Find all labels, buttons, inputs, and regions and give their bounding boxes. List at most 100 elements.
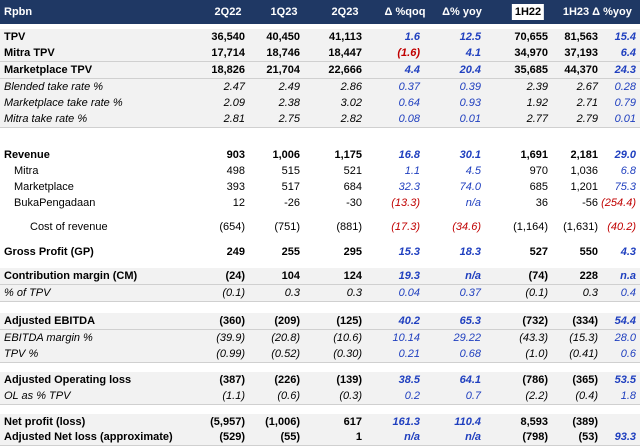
delta-cell: 0.64 xyxy=(398,97,420,109)
value-cell: 617 xyxy=(343,416,362,428)
value-cell: 18,826 xyxy=(211,64,245,76)
value-cell: (0.99) xyxy=(216,348,245,360)
row-label: EBITDA margin % xyxy=(4,332,93,344)
value-cell: 1,691 xyxy=(520,149,548,161)
value-cell: (360) xyxy=(219,315,245,327)
value-cell: 498 xyxy=(226,165,245,177)
delta-cell: n/a xyxy=(465,431,481,443)
delta-cell: 0.68 xyxy=(459,348,481,360)
value-cell: 2.39 xyxy=(526,81,548,93)
delta-cell: 6.4 xyxy=(620,47,636,59)
row-band xyxy=(0,268,640,285)
value-cell: (751) xyxy=(274,221,300,233)
value-cell: 37,193 xyxy=(564,47,598,59)
value-cell: (226) xyxy=(274,374,300,386)
value-cell: (10.6) xyxy=(333,332,362,344)
value-cell: 2.49 xyxy=(278,81,300,93)
delta-cell: 161.3 xyxy=(392,416,420,428)
delta-cell: 0.39 xyxy=(459,81,481,93)
value-cell: 2.77 xyxy=(526,113,548,125)
header-cell: 2Q22 xyxy=(214,6,242,18)
value-cell: (24) xyxy=(225,270,245,282)
delta-cell: n/a xyxy=(465,270,481,282)
value-cell: 0.3 xyxy=(346,287,362,299)
header-cell: Δ% yoy xyxy=(442,6,482,18)
value-cell: (5,957) xyxy=(210,416,245,428)
value-cell: (654) xyxy=(219,221,245,233)
delta-cell: 1.8 xyxy=(620,390,636,402)
value-cell: 3.02 xyxy=(340,97,362,109)
row-label: Cost of revenue xyxy=(30,221,108,233)
delta-cell: 4.5 xyxy=(465,165,481,177)
value-cell: (20.8) xyxy=(271,332,300,344)
delta-cell: 0.01 xyxy=(614,113,636,125)
value-cell: (43.3) xyxy=(519,332,548,344)
value-cell: (0.30) xyxy=(333,348,362,360)
row-band xyxy=(0,388,640,405)
value-cell: (0.52) xyxy=(271,348,300,360)
delta-cell: 15.4 xyxy=(614,31,636,43)
value-cell: (1,164) xyxy=(513,221,548,233)
value-cell: (365) xyxy=(572,374,598,386)
delta-cell: (1.6) xyxy=(397,47,420,59)
value-cell: -30 xyxy=(346,197,362,209)
delta-cell: (17.3) xyxy=(391,221,420,233)
delta-cell: (40.2) xyxy=(607,221,636,233)
value-cell: 228 xyxy=(579,270,598,282)
row-label: Mitra TPV xyxy=(4,47,55,59)
value-cell: 70,655 xyxy=(514,31,548,43)
value-cell: (1.1) xyxy=(222,390,245,402)
row-label: Revenue xyxy=(4,149,50,161)
value-cell: 17,714 xyxy=(211,47,245,59)
delta-cell: 0.4 xyxy=(620,287,636,299)
value-cell: 0.3 xyxy=(284,287,300,299)
delta-cell: 10.14 xyxy=(392,332,420,344)
value-cell: (389) xyxy=(572,416,598,428)
value-cell: 517 xyxy=(281,181,300,193)
value-cell: 550 xyxy=(579,246,598,258)
delta-cell: 74.0 xyxy=(459,181,481,193)
value-cell: (0.1) xyxy=(222,287,245,299)
value-cell: 249 xyxy=(226,246,245,258)
delta-cell: 0.21 xyxy=(398,348,420,360)
delta-cell: 93.3 xyxy=(614,431,636,443)
value-cell: (0.41) xyxy=(569,348,598,360)
value-cell: (0.3) xyxy=(339,390,362,402)
value-cell: 21,704 xyxy=(266,64,300,76)
value-cell: (786) xyxy=(522,374,548,386)
row-label: Adjusted Net loss (approximate) xyxy=(4,431,173,443)
header-cell: 2Q23 xyxy=(331,6,359,18)
value-cell: 18,746 xyxy=(266,47,300,59)
value-cell: 12 xyxy=(232,197,245,209)
value-cell: 2.38 xyxy=(278,97,300,109)
value-cell: 255 xyxy=(281,246,300,258)
delta-cell: 0.28 xyxy=(614,81,636,93)
row-label: Adjusted EBITDA xyxy=(4,315,96,327)
delta-cell: 1.6 xyxy=(404,31,420,43)
delta-cell: 4.1 xyxy=(465,47,481,59)
value-cell: (0.6) xyxy=(277,390,300,402)
row-label: Marketplace TPV xyxy=(4,64,93,76)
value-cell: 34,970 xyxy=(514,47,548,59)
delta-cell: n/a xyxy=(404,431,420,443)
delta-cell: (34.6) xyxy=(452,221,481,233)
value-cell: 40,450 xyxy=(266,31,300,43)
value-cell: (387) xyxy=(219,374,245,386)
row-label: BukaPengadaan xyxy=(14,197,96,209)
row-label: Contribution margin (CM) xyxy=(4,270,138,282)
delta-cell: 6.8 xyxy=(620,165,636,177)
value-cell: (1,006) xyxy=(265,416,300,428)
value-cell: 1.92 xyxy=(526,97,548,109)
value-cell: 0.3 xyxy=(582,287,598,299)
delta-cell: 75.3 xyxy=(614,181,636,193)
delta-cell: (254.4) xyxy=(601,197,636,209)
row-label: Adjusted Operating loss xyxy=(4,374,132,386)
delta-cell: 40.2 xyxy=(398,315,420,327)
value-cell: (55) xyxy=(280,431,300,443)
value-cell: 1,201 xyxy=(570,181,598,193)
delta-cell: 0.2 xyxy=(404,390,420,402)
delta-cell: 32.3 xyxy=(398,181,420,193)
value-cell: 2.86 xyxy=(340,81,362,93)
delta-cell: 64.1 xyxy=(459,374,481,386)
value-cell: 295 xyxy=(343,246,362,258)
